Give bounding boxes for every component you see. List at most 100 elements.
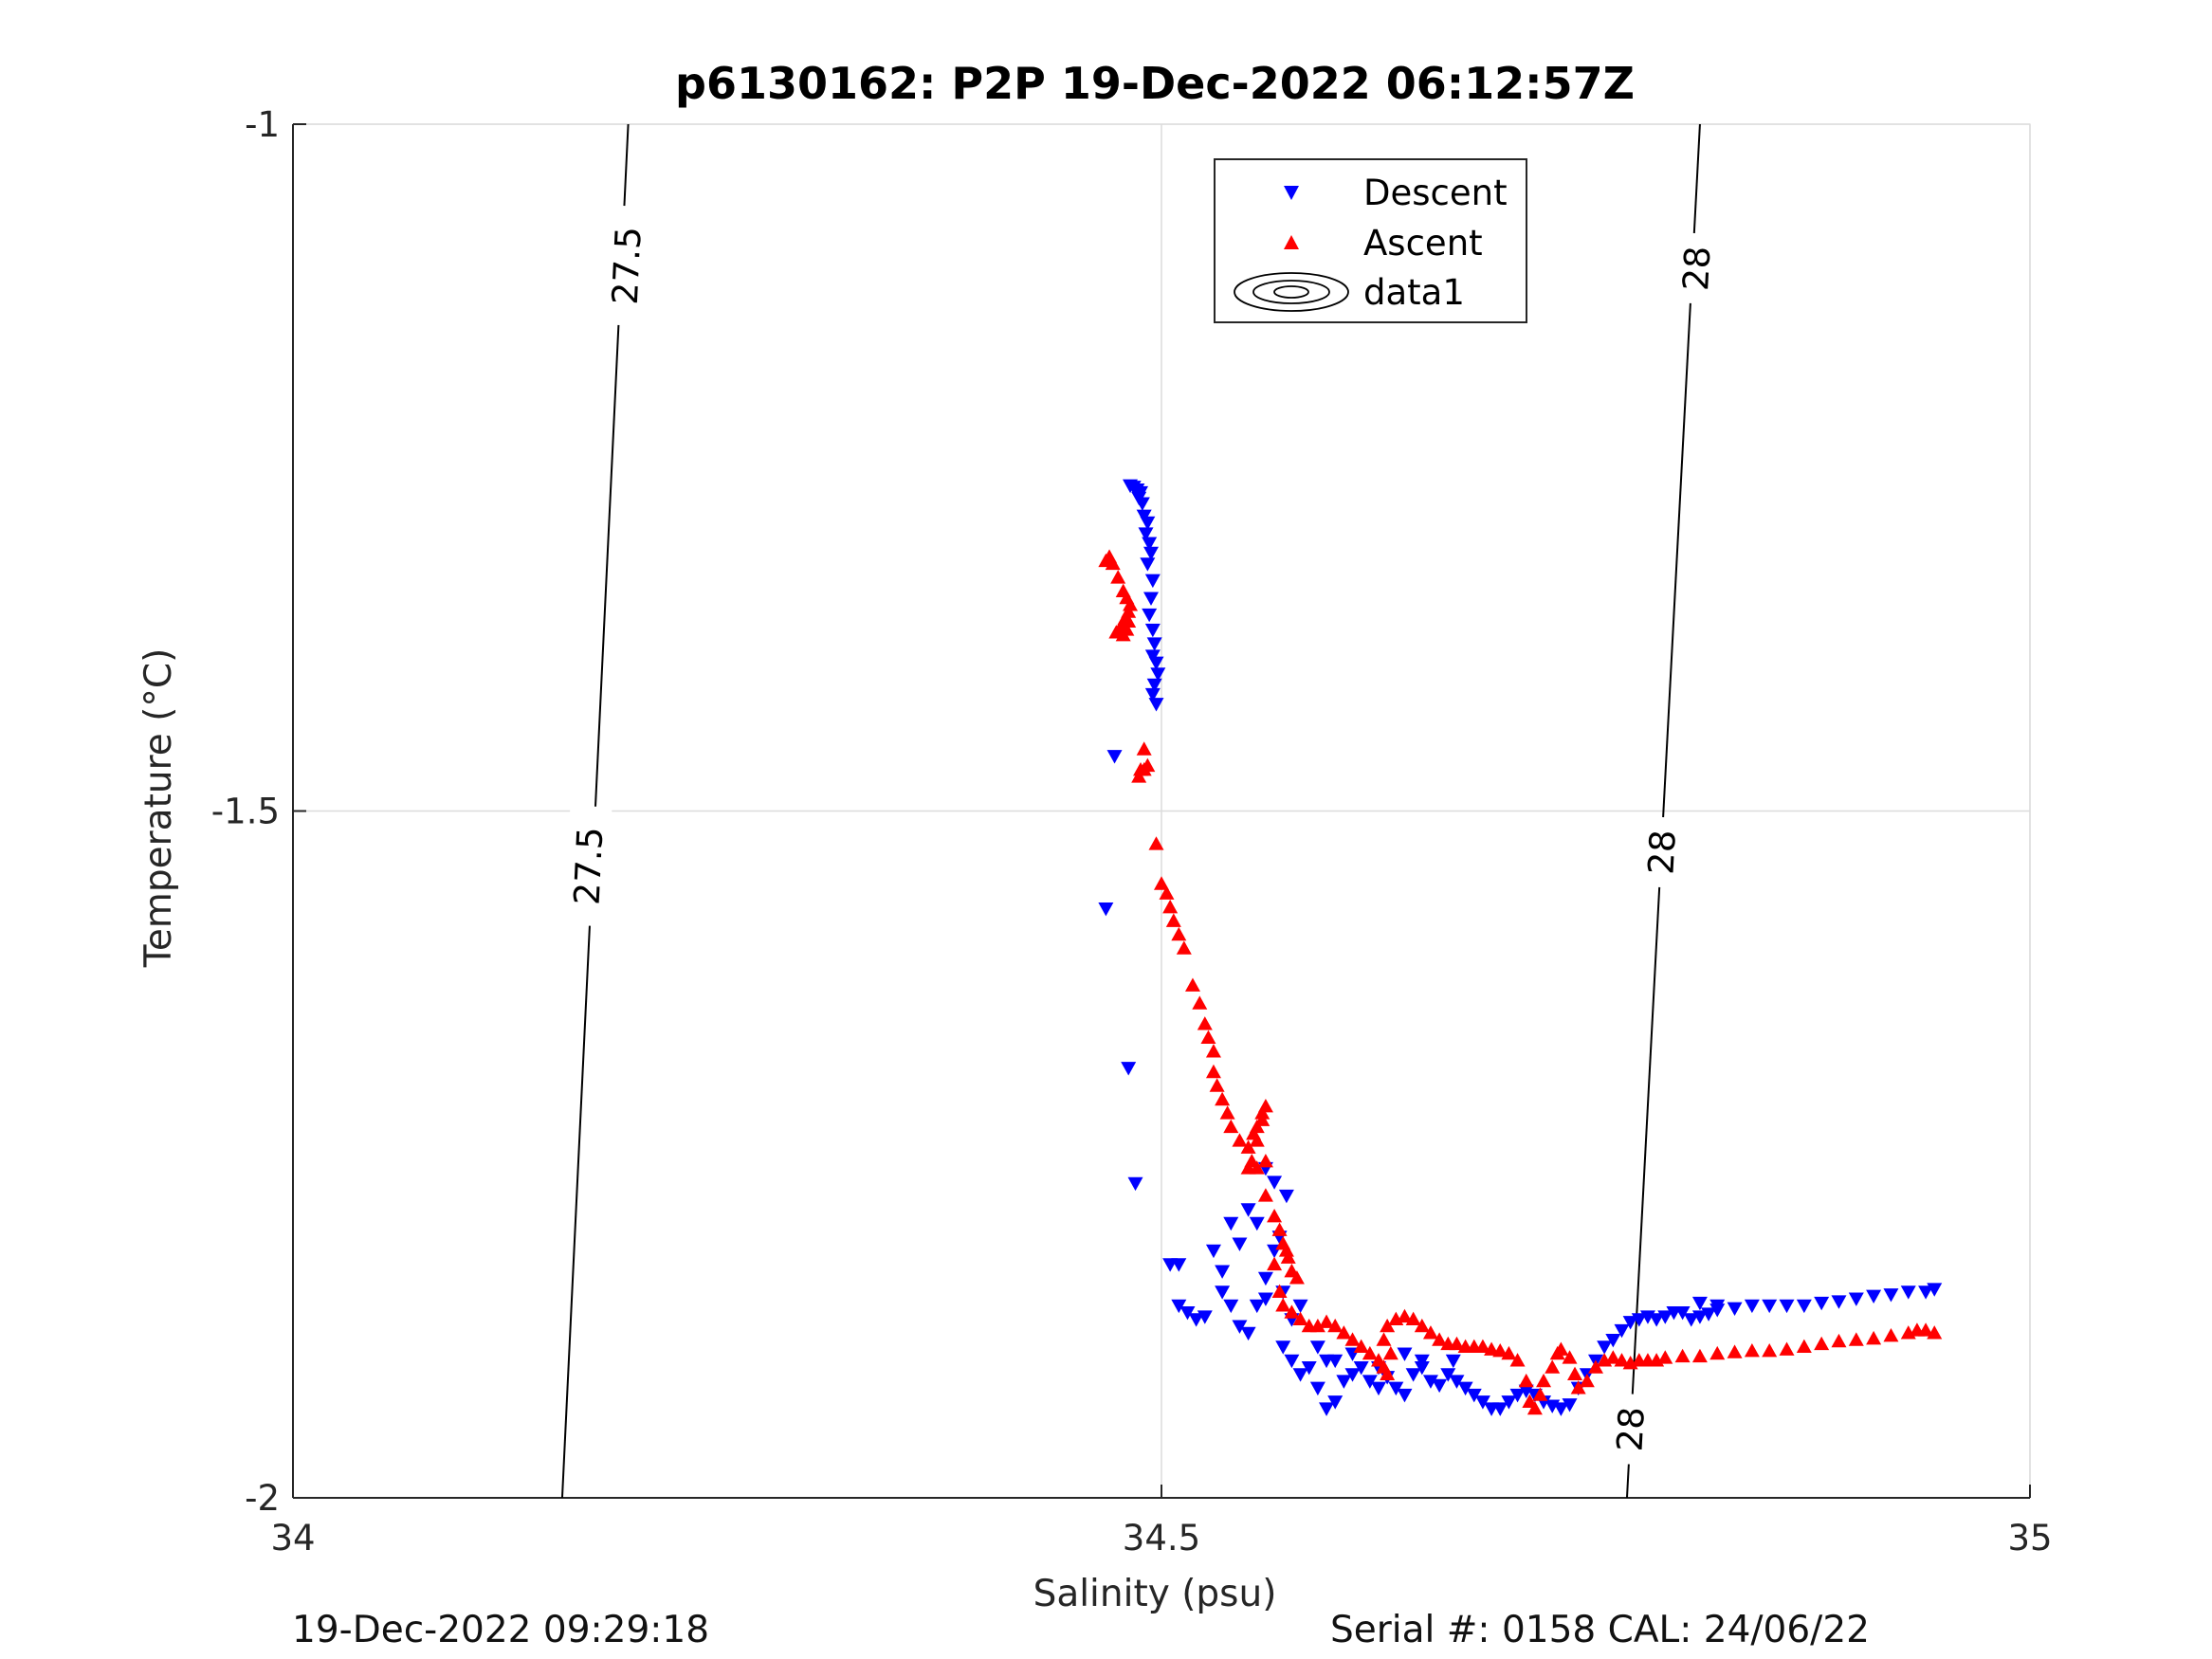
descent-marker xyxy=(1432,1378,1448,1394)
descent-marker xyxy=(1631,1313,1647,1327)
descent-marker xyxy=(1140,516,1156,531)
legend-label: Descent xyxy=(1363,173,1508,213)
descent-marker xyxy=(1292,1368,1308,1382)
contour-label-gap xyxy=(1638,815,1685,889)
ascent-marker xyxy=(1918,1322,1934,1337)
ascent-marker xyxy=(1275,1298,1291,1312)
ascent-marker xyxy=(1532,1387,1548,1401)
ascent-marker xyxy=(1289,1270,1305,1285)
ascent-marker xyxy=(1267,1208,1283,1223)
y-tick-label: -1.5 xyxy=(211,792,280,832)
descent-marker xyxy=(1474,1395,1490,1410)
descent-marker xyxy=(1278,1189,1294,1204)
descent-marker xyxy=(1336,1375,1352,1389)
descent-marker xyxy=(1146,637,1162,651)
ascent-marker xyxy=(1284,1304,1300,1319)
descent-marker xyxy=(1327,1395,1344,1410)
ascent-marker xyxy=(1545,1359,1561,1374)
x-tick-label: 34 xyxy=(270,1518,315,1559)
ascent-marker xyxy=(1562,1350,1578,1364)
ascent-marker xyxy=(1249,1119,1265,1134)
descent-marker xyxy=(1509,1388,1526,1403)
ascent-marker xyxy=(1762,1342,1778,1358)
ascent-marker xyxy=(1136,741,1152,756)
ascent-marker xyxy=(1449,1336,1465,1351)
descent-marker xyxy=(1257,1271,1273,1286)
ascent-marker xyxy=(1176,940,1192,955)
ascent-marker xyxy=(1184,977,1200,992)
ascent-marker xyxy=(1209,1078,1225,1092)
descent-marker xyxy=(1397,1347,1413,1361)
contour-label: 27.5 xyxy=(566,826,611,905)
descent-marker xyxy=(1136,509,1152,523)
descent-marker xyxy=(1388,1381,1404,1396)
descent-marker xyxy=(1762,1299,1778,1314)
descent-marker xyxy=(1691,1296,1708,1311)
descent-marker xyxy=(1144,649,1161,664)
descent-marker xyxy=(1140,557,1156,572)
contour-label: 27.5 xyxy=(605,226,649,305)
ascent-marker xyxy=(1280,1249,1296,1264)
descent-marker xyxy=(1492,1402,1508,1416)
descent-marker xyxy=(1150,667,1166,682)
ascent-marker xyxy=(1779,1341,1795,1356)
ascent-marker xyxy=(1422,1325,1438,1340)
ascent-marker xyxy=(1796,1339,1812,1354)
descent-marker xyxy=(1249,1299,1265,1314)
ascent-marker xyxy=(1197,1016,1213,1030)
ascent-marker xyxy=(1380,1318,1396,1333)
ascent-marker xyxy=(1254,1105,1271,1120)
descent-marker xyxy=(1249,1216,1265,1231)
ascent-marker xyxy=(1171,926,1187,941)
descent-marker xyxy=(1553,1402,1569,1416)
ascent-marker xyxy=(1249,1160,1265,1175)
contour-label: 28 xyxy=(1675,246,1718,292)
ascent-marker xyxy=(1474,1339,1490,1354)
descent-marker xyxy=(1691,1310,1708,1324)
legend-box xyxy=(1214,158,1527,323)
y-tick-label: -1 xyxy=(245,104,280,145)
ascent-marker xyxy=(1353,1339,1369,1354)
descent-marker xyxy=(1353,1360,1369,1376)
descent-marker xyxy=(1501,1395,1517,1410)
descent-marker xyxy=(1657,1310,1673,1324)
descent-marker xyxy=(1445,1354,1461,1369)
descent-marker xyxy=(1597,1340,1613,1355)
descent-marker xyxy=(1144,623,1161,638)
chart-title: p6130162: P2P 19-Dec-2022 06:12:57Z xyxy=(675,58,1635,109)
ascent-marker xyxy=(1123,597,1139,611)
footer-serial-cal: Serial #: 0158 CAL: 24/06/22 xyxy=(1330,1609,1870,1651)
descent-marker xyxy=(1449,1375,1465,1389)
ascent-marker xyxy=(1405,1311,1421,1326)
descent-marker xyxy=(1142,537,1158,551)
ascent-marker xyxy=(1553,1341,1569,1356)
descent-marker xyxy=(1232,1320,1248,1334)
descent-marker xyxy=(1171,1258,1187,1272)
contour-label: 28 xyxy=(1640,829,1683,875)
ascent-marker xyxy=(1254,1112,1271,1126)
ascent-marker xyxy=(1110,570,1126,584)
contour-label-gap xyxy=(1673,232,1720,305)
ascent-marker xyxy=(1570,1380,1586,1395)
descent-marker xyxy=(1188,1313,1204,1327)
ascent-marker xyxy=(1165,913,1181,927)
descent-marker xyxy=(1148,698,1164,712)
descent-marker xyxy=(1144,687,1161,702)
descent-marker xyxy=(1121,1062,1137,1076)
descent-marker xyxy=(1215,1285,1231,1300)
ascent-marker xyxy=(1567,1366,1583,1380)
ascent-marker xyxy=(1380,1366,1396,1380)
ascent-marker xyxy=(1744,1342,1760,1358)
descent-marker xyxy=(1148,656,1164,671)
ascent-marker xyxy=(1162,899,1179,914)
ascent-marker xyxy=(1509,1353,1526,1367)
descent-marker xyxy=(1319,1354,1335,1369)
ascent-marker xyxy=(1432,1332,1448,1346)
legend-label: Ascent xyxy=(1363,223,1483,264)
descent-marker xyxy=(1605,1333,1621,1348)
ascent-marker xyxy=(1223,1119,1239,1134)
descent-marker xyxy=(1134,497,1150,511)
x-tick-label: 35 xyxy=(2007,1518,2052,1559)
ascent-marker xyxy=(1831,1333,1847,1348)
